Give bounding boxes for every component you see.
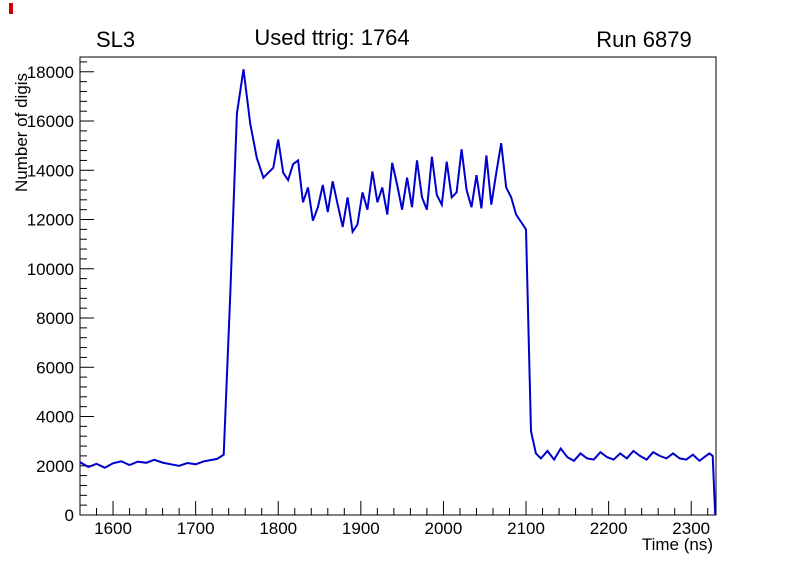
plot-frame (79, 56, 717, 516)
y-axis-title: Number of digis (12, 73, 31, 192)
x-tick-label: 2000 (425, 519, 463, 538)
y-tick-label: 12000 (27, 211, 74, 230)
x-tick-label: 1900 (342, 519, 380, 538)
x-tick-label: 2100 (507, 519, 545, 538)
y-tick-label: 4000 (36, 408, 74, 427)
pad-title-left: SL3 (96, 27, 135, 52)
y-tick-label: 10000 (27, 260, 74, 279)
pad-title-right: Run 6879 (596, 27, 691, 52)
y-tick-label: 2000 (36, 457, 74, 476)
data-line (79, 69, 717, 516)
y-tick-label: 18000 (27, 63, 74, 82)
plot-area: 1600 1700 1800 1900 2000 2100 2200 2300 0 2000 400… (27, 56, 717, 538)
y-tick-label: 16000 (27, 112, 74, 131)
y-tick-label: 0 (65, 506, 74, 525)
x-tick-label: 1800 (259, 519, 297, 538)
y-tick-label: 6000 (36, 358, 74, 377)
canvas-corner-mark (9, 3, 13, 14)
x-tick-label: 1600 (94, 519, 132, 538)
x-tick-label: 1700 (177, 519, 215, 538)
x-tick-label: 2200 (590, 519, 628, 538)
x-tick-label: 2300 (672, 519, 710, 538)
y-tick-label: 8000 (36, 309, 74, 328)
x-axis-title: Time (ns) (642, 535, 713, 554)
pad-title-center: Used ttrig: 1764 (254, 25, 409, 50)
y-tick-label: 14000 (27, 161, 74, 180)
